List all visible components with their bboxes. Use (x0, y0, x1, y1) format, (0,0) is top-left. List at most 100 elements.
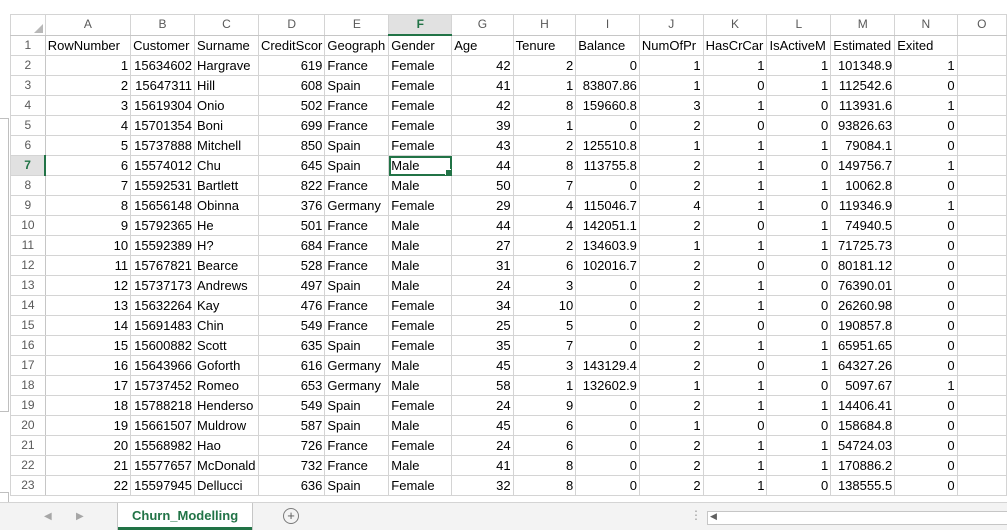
cell-c21[interactable]: Hao (194, 435, 259, 456)
cell-j8[interactable]: 2 (638, 175, 704, 196)
cell-c9[interactable]: Obinna (194, 195, 259, 216)
row-header[interactable]: 5 (10, 115, 46, 136)
cell-d20[interactable]: 587 (257, 415, 326, 436)
cell-a3[interactable]: 2 (44, 75, 132, 96)
cell-h22[interactable]: 8 (512, 455, 577, 476)
cell-d13[interactable]: 497 (257, 275, 326, 296)
cell-a22[interactable]: 21 (44, 455, 132, 476)
cell-b3[interactable]: 15647311 (130, 75, 196, 96)
cell-b16[interactable]: 15600882 (130, 335, 196, 356)
cell-h20[interactable]: 6 (512, 415, 577, 436)
cell-h9[interactable]: 4 (512, 195, 577, 216)
cell-e14[interactable]: France (324, 295, 390, 316)
row-header[interactable]: 7 (10, 155, 47, 176)
scroll-left-icon[interactable]: ◀ (710, 511, 717, 521)
cell-m12[interactable]: 80181.12 (830, 255, 896, 276)
cell-a5[interactable]: 4 (44, 115, 132, 136)
cell-e23[interactable]: Spain (324, 475, 390, 496)
cell-l15[interactable]: 0 (766, 315, 832, 336)
cell-n11[interactable]: 0 (894, 235, 958, 256)
cell-a1[interactable]: RowNumber (44, 34, 132, 56)
cell-a18[interactable]: 17 (44, 375, 132, 396)
cell-i5[interactable]: 0 (575, 115, 640, 136)
cell-e19[interactable]: Spain (324, 395, 390, 416)
cell-g21[interactable]: 24 (451, 435, 514, 456)
cell-b19[interactable]: 15788218 (130, 395, 196, 416)
cell-d8[interactable]: 822 (257, 175, 326, 196)
row-header[interactable]: 1 (10, 34, 46, 56)
cell-i18[interactable]: 132602.9 (575, 375, 640, 396)
row-header[interactable]: 2 (10, 55, 46, 76)
cell-a2[interactable]: 1 (44, 55, 132, 76)
cell-h13[interactable]: 3 (512, 275, 577, 296)
cell-g4[interactable]: 42 (451, 95, 514, 116)
cell-f6[interactable]: Female (388, 135, 453, 156)
cell-k21[interactable]: 1 (702, 435, 768, 456)
cell-o2[interactable] (956, 55, 1007, 76)
cell-d4[interactable]: 502 (257, 95, 326, 116)
cell-o9[interactable] (956, 195, 1007, 216)
cell-j3[interactable]: 1 (638, 75, 704, 96)
cell-g11[interactable]: 27 (451, 235, 514, 256)
row-header[interactable]: 16 (10, 335, 46, 356)
cell-j13[interactable]: 2 (638, 275, 704, 296)
row-header[interactable]: 23 (10, 475, 46, 496)
cell-h18[interactable]: 1 (512, 375, 577, 396)
cell-a16[interactable]: 15 (44, 335, 132, 356)
cell-d12[interactable]: 528 (257, 255, 326, 276)
cell-a17[interactable]: 16 (44, 355, 132, 376)
cell-f9[interactable]: Female (388, 195, 453, 216)
cell-m5[interactable]: 93826.63 (830, 115, 896, 136)
cell-a12[interactable]: 11 (44, 255, 132, 276)
cell-k1[interactable]: HasCrCar (702, 34, 768, 56)
cell-i20[interactable]: 0 (575, 415, 640, 436)
column-header-m[interactable]: M (830, 14, 896, 36)
cell-g20[interactable]: 45 (451, 415, 514, 436)
cell-e15[interactable]: France (324, 315, 390, 336)
cell-b2[interactable]: 15634602 (130, 55, 196, 76)
cell-f17[interactable]: Male (388, 355, 453, 376)
cell-b11[interactable]: 15592389 (130, 235, 196, 256)
cell-n2[interactable]: 1 (894, 55, 958, 76)
cell-d17[interactable]: 616 (257, 355, 326, 376)
cell-i3[interactable]: 83807.86 (575, 75, 640, 96)
cell-e6[interactable]: Spain (324, 135, 390, 156)
cell-m21[interactable]: 54724.03 (830, 435, 896, 456)
cell-f4[interactable]: Female (388, 95, 453, 116)
column-header-d[interactable]: D (257, 14, 326, 36)
cell-o14[interactable] (956, 295, 1007, 316)
cell-i8[interactable]: 0 (575, 175, 640, 196)
cell-f23[interactable]: Female (388, 475, 453, 496)
cell-a7[interactable]: 6 (44, 155, 132, 176)
cell-d21[interactable]: 726 (257, 435, 326, 456)
cell-m17[interactable]: 64327.26 (830, 355, 896, 376)
cell-h16[interactable]: 7 (512, 335, 577, 356)
cell-j7[interactable]: 2 (638, 155, 704, 176)
cell-g6[interactable]: 43 (451, 135, 514, 156)
cell-c5[interactable]: Boni (194, 115, 259, 136)
cell-a8[interactable]: 7 (44, 175, 132, 196)
cell-c8[interactable]: Bartlett (194, 175, 259, 196)
cell-g15[interactable]: 25 (451, 315, 514, 336)
cell-n19[interactable]: 0 (894, 395, 958, 416)
column-header-o[interactable]: O (956, 14, 1007, 36)
cell-d3[interactable]: 608 (257, 75, 326, 96)
cell-o22[interactable] (956, 455, 1007, 476)
cell-o20[interactable] (956, 415, 1007, 436)
cell-i11[interactable]: 134603.9 (575, 235, 640, 256)
cell-o10[interactable] (956, 215, 1007, 236)
cell-k17[interactable]: 0 (702, 355, 768, 376)
cell-f10[interactable]: Male (388, 215, 453, 236)
cell-m1[interactable]: Estimated (830, 34, 896, 56)
cell-e1[interactable]: Geograph (324, 34, 390, 56)
cell-g17[interactable]: 45 (451, 355, 514, 376)
cell-m9[interactable]: 119346.9 (830, 195, 896, 216)
cell-o19[interactable] (956, 395, 1007, 416)
cell-a14[interactable]: 13 (44, 295, 132, 316)
cell-d7[interactable]: 645 (257, 155, 326, 176)
cell-e21[interactable]: France (324, 435, 390, 456)
column-header-e[interactable]: E (324, 14, 390, 36)
cell-m14[interactable]: 26260.98 (830, 295, 896, 316)
cell-l11[interactable]: 1 (766, 235, 832, 256)
cell-g9[interactable]: 29 (451, 195, 514, 216)
